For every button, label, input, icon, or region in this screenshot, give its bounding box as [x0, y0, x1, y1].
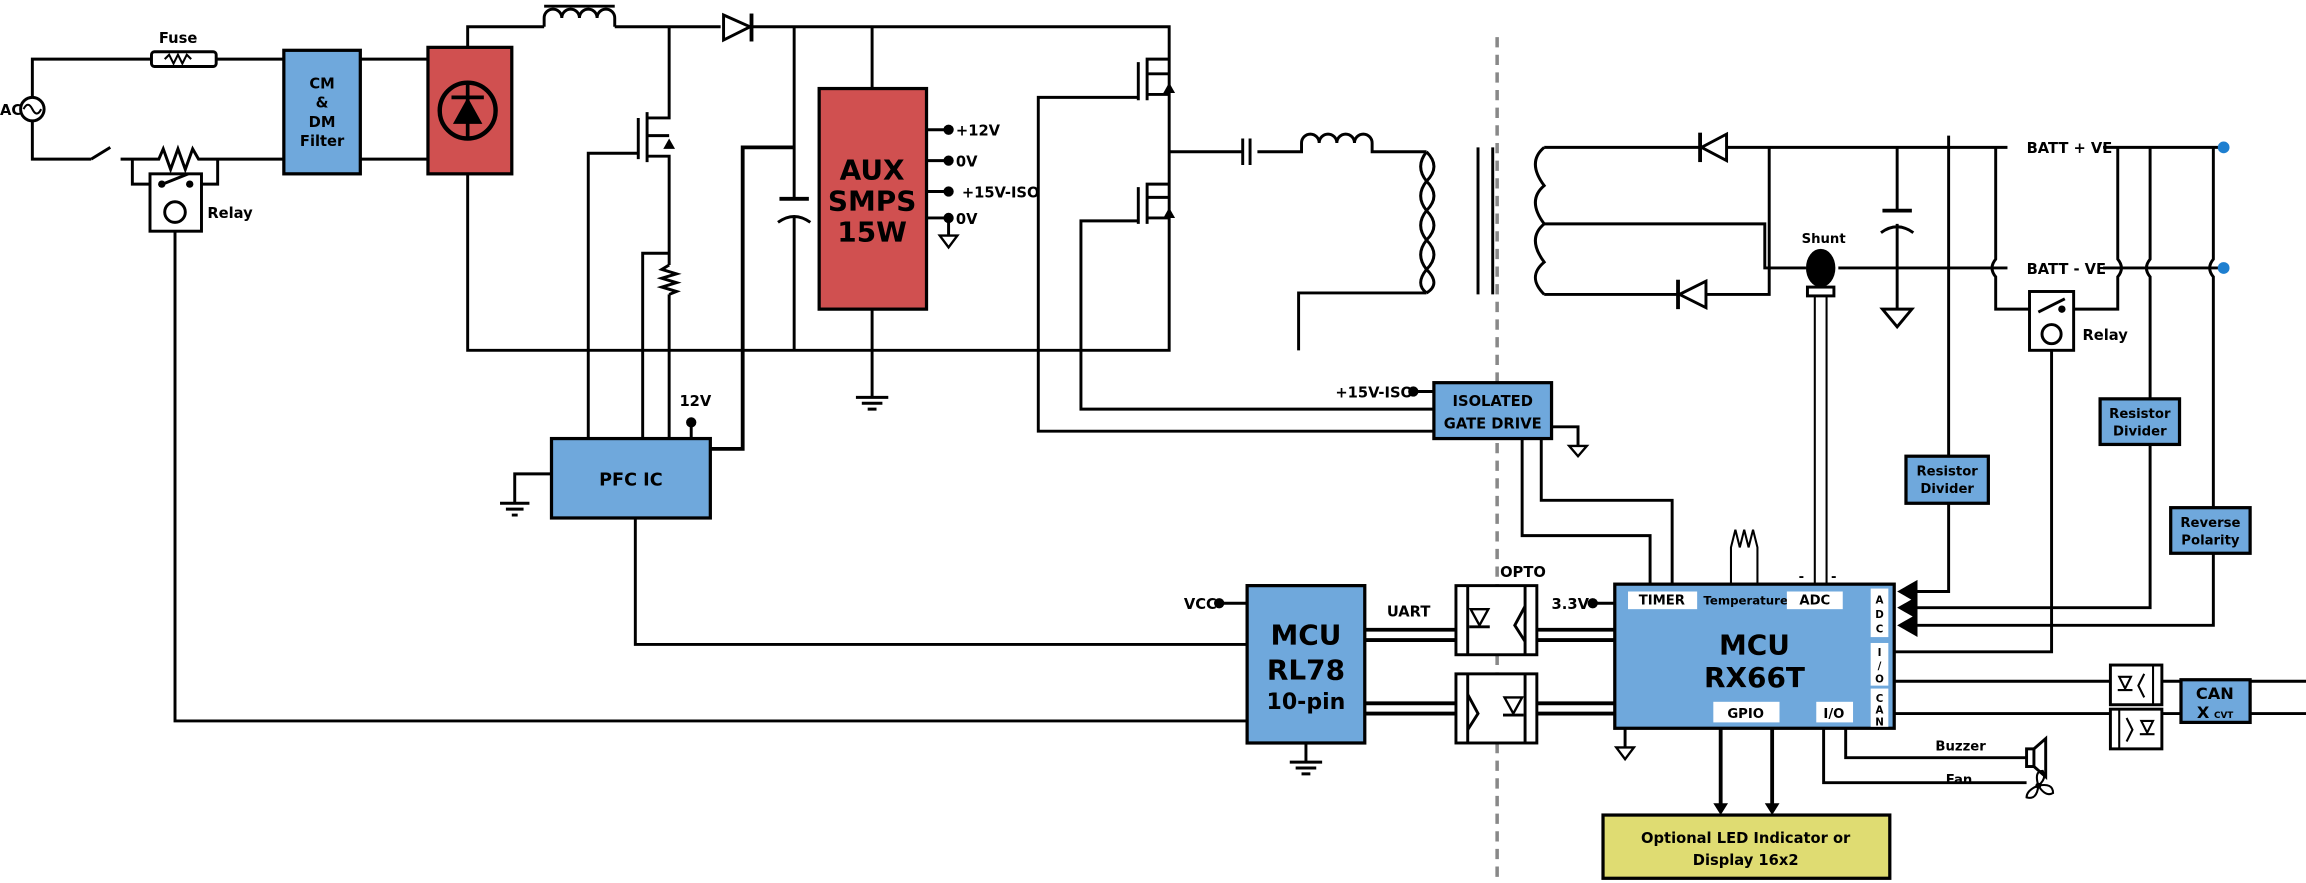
svg-text:-: - — [1831, 570, 1837, 585]
svg-text:GATE DRIVE: GATE DRIVE — [1444, 415, 1542, 432]
half-bridge-mosfets — [1036, 57, 1434, 433]
resistor-divider-2: Resistor Divider — [1900, 147, 2182, 607]
svg-text:O: O — [1875, 674, 1884, 686]
svg-text:Optional LED Indicator or: Optional LED Indicator or — [1641, 830, 1851, 847]
mcu-rl78: VCC MCU RL78 10-pin UART — [1184, 584, 1615, 776]
svg-text:GPIO: GPIO — [1727, 707, 1764, 722]
output-relay-label: Relay — [2082, 327, 2128, 344]
svg-text:X: X — [2197, 703, 2210, 722]
aux-out-0v: 0V — [956, 153, 978, 170]
ac-source: AC — [0, 57, 284, 174]
opto-label: OPTO — [1500, 564, 1546, 581]
bulk-capacitor — [777, 26, 812, 351]
batt-pos-label: BATT + VE — [2027, 140, 2113, 157]
svg-text:15W: 15W — [837, 215, 907, 248]
mcu-rx66t: TIMER Temperature ADC - - MCU RX66T GPIO… — [1613, 529, 1896, 762]
resistor-divider-1: Resistor Divider — [1900, 135, 1990, 592]
aux-out-12v: +12V — [956, 123, 1001, 140]
fuse-label: Fuse — [159, 30, 197, 47]
output-capacitor — [1879, 147, 1916, 330]
svg-text:A: A — [1876, 594, 1884, 606]
svg-text:MCU: MCU — [1270, 618, 1341, 651]
svg-text:A: A — [1876, 705, 1884, 717]
svg-text:Polarity: Polarity — [2181, 533, 2240, 548]
svg-text:D: D — [1875, 609, 1884, 621]
svg-text:ADC: ADC — [1799, 594, 1830, 609]
isolated-gate-drive: +15V-ISO ISOLATED GATE DRIVE — [1335, 381, 1674, 585]
svg-text:RX66T: RX66T — [1704, 661, 1805, 694]
svg-text:N: N — [1875, 716, 1884, 728]
output-rectifiers — [1676, 131, 1771, 311]
shunt: Shunt — [1802, 232, 1847, 585]
pfc-12v-label: 12V — [679, 393, 711, 410]
aux-out-15v-iso: +15V-ISO — [962, 184, 1040, 201]
gate-drive-supply-label: +15V-ISO — [1335, 384, 1413, 401]
pfc-ic: 12V PFC IC — [500, 145, 1248, 646]
svg-text:C: C — [1876, 624, 1884, 636]
battery-bus — [1726, 145, 2221, 270]
reverse-polarity: Reverse Polarity — [1900, 147, 2252, 625]
svg-text:Filter: Filter — [300, 133, 345, 150]
resonant-tank — [1169, 132, 1427, 166]
svg-text:/: / — [1878, 660, 1882, 672]
fan-label: Fan — [1946, 773, 1973, 788]
svg-text:&: & — [316, 95, 329, 112]
svg-text:Resistor: Resistor — [1916, 464, 1978, 479]
svg-text:Reverse: Reverse — [2180, 516, 2240, 531]
3v3-label: 3.3V — [1552, 596, 1590, 613]
svg-text:Resistor: Resistor — [2109, 407, 2171, 422]
can-interface: CAN X CVT — [1894, 663, 2306, 751]
pfc-mosfet — [586, 26, 682, 439]
output-relay: Relay — [1894, 147, 2128, 654]
io-pin — [1816, 701, 1854, 723]
aux-out-0v-2: 0V — [956, 211, 978, 228]
svg-text:I/O: I/O — [1823, 707, 1844, 722]
fuse: Fuse — [150, 30, 218, 68]
shunt-label: Shunt — [1802, 232, 1847, 247]
batt-neg-terminal[interactable] — [2217, 262, 2230, 274]
svg-text:ISOLATED: ISOLATED — [1453, 393, 1533, 410]
boost-diode — [722, 12, 754, 43]
svg-text:PFC IC: PFC IC — [599, 471, 663, 491]
bridge-rectifier — [426, 45, 514, 176]
svg-text:CM: CM — [309, 76, 334, 93]
svg-text:I: I — [1878, 647, 1882, 659]
svg-text:AUX: AUX — [840, 154, 905, 187]
svg-text:Display 16x2: Display 16x2 — [1693, 852, 1799, 869]
svg-text:-: - — [1799, 570, 1805, 585]
ac-label: AC — [0, 102, 22, 119]
led-display: Optional LED Indicator or Display 16x2 — [1601, 728, 1892, 880]
svg-text:C: C — [1876, 693, 1884, 705]
optocouplers: OPTO 3.3V — [1454, 564, 1615, 745]
buzzer-label: Buzzer — [1935, 739, 1986, 754]
vcc-label: VCC — [1184, 596, 1217, 613]
svg-text:Divider: Divider — [1920, 482, 1974, 497]
timer-pin — [1628, 591, 1698, 610]
svg-text:RL78: RL78 — [1267, 654, 1345, 687]
svg-text:DM: DM — [309, 114, 336, 131]
svg-text:10-pin: 10-pin — [1267, 690, 1346, 715]
pfc-inductor — [542, 4, 617, 27]
gpio-pin — [1713, 701, 1780, 723]
svg-text:SMPS: SMPS — [828, 185, 917, 218]
svg-text:CVT: CVT — [2214, 711, 2233, 721]
buzzer: Buzzer — [1844, 728, 2048, 781]
fan: Fan — [1822, 728, 2055, 799]
adc-pin — [1786, 591, 1843, 610]
batt-pos-terminal[interactable] — [2217, 141, 2230, 154]
temperature-pin: Temperature — [1703, 594, 1788, 608]
relay-label: Relay — [207, 205, 253, 222]
uart-label: UART — [1387, 604, 1431, 621]
aux-smps: AUX SMPS 15W +12V 0V +15V-ISO 0V — [817, 26, 1040, 411]
svg-text:Divider: Divider — [2113, 425, 2167, 440]
input-relay: Relay — [130, 159, 1248, 723]
can-label: CAN — [2196, 684, 2234, 703]
svg-text:TIMER: TIMER — [1639, 594, 1685, 609]
cm-dm-filter: CM & DM Filter — [282, 48, 362, 176]
transformer — [1297, 145, 1806, 351]
batt-neg-label: BATT - VE — [2027, 261, 2107, 278]
svg-text:MCU: MCU — [1719, 629, 1790, 662]
